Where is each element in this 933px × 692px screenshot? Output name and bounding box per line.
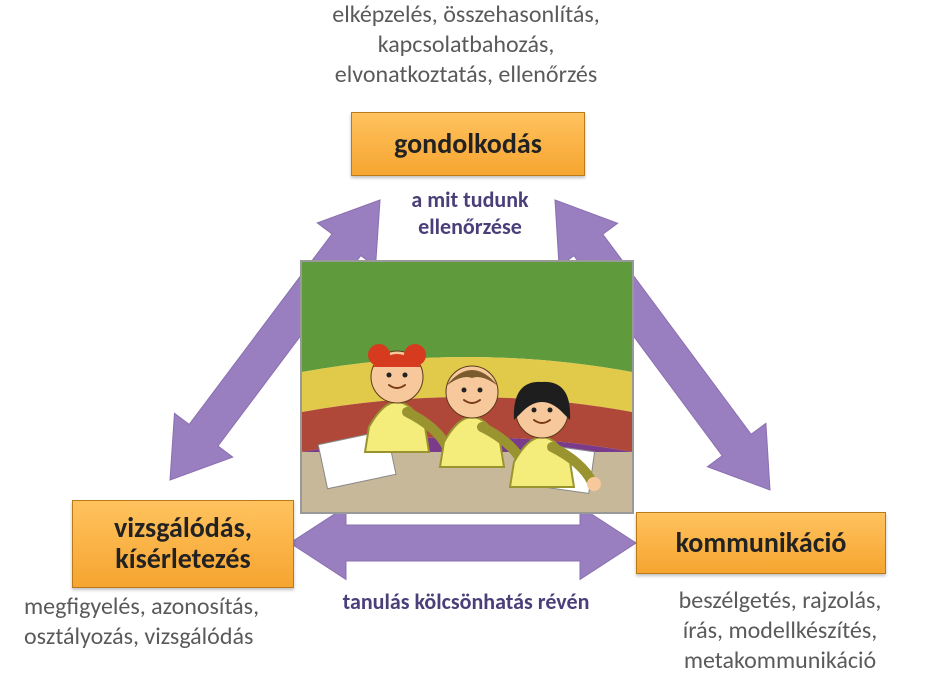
edge-bottom-label: tanulás kölcsönhatás révén xyxy=(306,588,626,615)
node-top-label: gondolkodás xyxy=(394,129,542,160)
node-top-description: elképzelés, összehasonlítás,kapcsolatbah… xyxy=(276,0,656,90)
edge-bottom xyxy=(290,507,636,580)
node-left: vizsgálódás,kísérletezés xyxy=(72,500,294,588)
children-studying-icon xyxy=(302,262,632,512)
node-right-description: beszélgetés, rajzolás,írás, modellkészít… xyxy=(640,586,920,676)
node-top: gondolkodás xyxy=(351,112,585,176)
node-right-label: kommunikáció xyxy=(676,528,847,559)
node-left-description: megfigyelés, azonosítás,osztályozás, viz… xyxy=(24,592,324,652)
node-right: kommunikáció xyxy=(636,512,886,574)
node-left-label: vizsgálódás,kísérletezés xyxy=(114,513,252,575)
center-illustration xyxy=(300,260,634,514)
top-center-label: a mit tudunkellenőrzése xyxy=(370,186,570,240)
